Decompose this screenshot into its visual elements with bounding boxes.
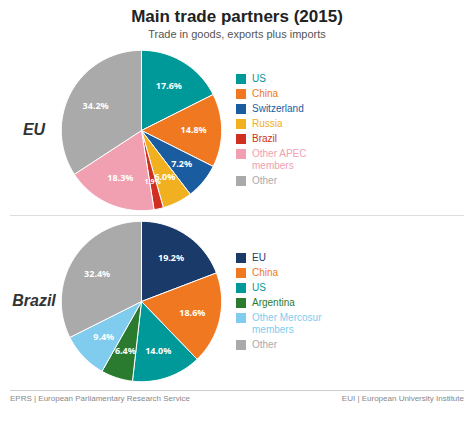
svg-text:18.3%: 18.3% (107, 171, 133, 184)
svg-text:34.2%: 34.2% (83, 99, 109, 112)
svg-text:17.6%: 17.6% (156, 79, 182, 92)
svg-text:19.2%: 19.2% (158, 251, 184, 264)
html-text:China: China (252, 266, 279, 278)
html-text:Trade in goods, exports plus i: Trade in goods, exports plus imports (148, 28, 326, 40)
html-text:Other Mercosur members: Other Mercosur members (252, 311, 322, 335)
html-text:Switzerland: Switzerland (252, 103, 304, 114)
html-text:US: US (252, 281, 266, 293)
html-text:US: US (252, 73, 266, 84)
html-text:Russia: Russia (252, 118, 283, 129)
html-text:Argentina: Argentina (252, 296, 295, 308)
html-text:Other: Other (252, 338, 277, 350)
svg-text:6.4%: 6.4% (115, 344, 136, 357)
html-text:EPRS | European Parliamentary: EPRS | European Parliamentary Research S… (10, 394, 190, 403)
html-text:China: China (252, 88, 279, 99)
html-text:Other APEC members: Other APEC members (252, 148, 307, 171)
html-text:EUI | European University Inst: EUI | European University Institute (341, 394, 464, 403)
svg-text:6.0%: 6.0% (154, 170, 176, 183)
html-text:Brazil: Brazil (252, 133, 277, 144)
svg-text:9.4%: 9.4% (93, 330, 114, 343)
svg-text:1.9%: 1.9% (145, 177, 162, 186)
html-text:EU: EU (22, 121, 46, 138)
svg-text:7.2%: 7.2% (171, 157, 192, 170)
html-text:Other: Other (252, 175, 277, 186)
html-text:Main trade partners (2015): Main trade partners (2015) (131, 7, 343, 26)
html-text:EU: EU (252, 251, 266, 263)
html-text:Brazil: Brazil (12, 292, 56, 309)
svg-text:14.8%: 14.8% (181, 123, 207, 136)
svg-text:18.6%: 18.6% (179, 306, 205, 319)
svg-text:14.0%: 14.0% (145, 344, 171, 357)
svg-text:32.4%: 32.4% (84, 267, 110, 280)
